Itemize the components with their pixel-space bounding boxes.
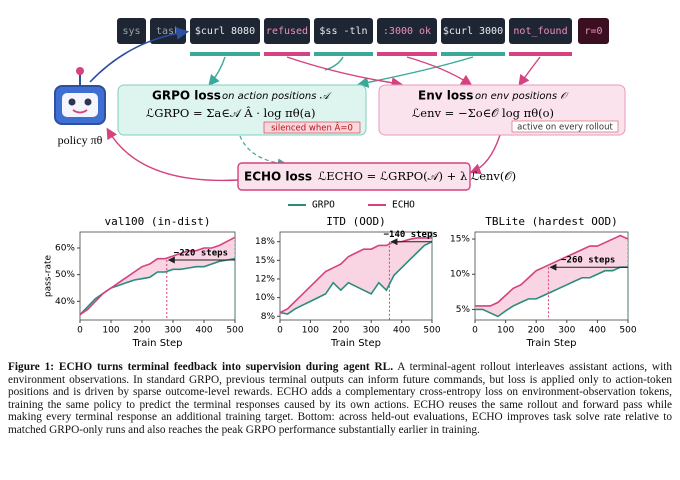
x-axis-label: Train Step bbox=[526, 338, 577, 349]
formula: ℒECHO = ℒGRPO(𝒜) + λ ℒenv(𝒪) bbox=[318, 169, 516, 183]
y-tick-label: 60% bbox=[55, 244, 75, 254]
arrows bbox=[89, 27, 541, 182]
token: task bbox=[156, 26, 180, 37]
caption-text: A terminal-agent rollout interleaves ass… bbox=[8, 361, 673, 436]
box-subtitle: on action positions 𝒜 bbox=[222, 91, 333, 102]
robot-icon bbox=[54, 67, 106, 125]
token: refused bbox=[266, 26, 308, 37]
x-tick-label: 300 bbox=[558, 326, 575, 336]
x-tick-label: 400 bbox=[393, 326, 410, 336]
y-tick-label: 15% bbox=[450, 235, 470, 245]
caption-title: ECHO turns terminal feedback into superv… bbox=[58, 361, 394, 373]
x-axis-label: Train Step bbox=[132, 338, 183, 349]
caption-label: Figure 1: bbox=[8, 361, 55, 373]
x-tick-label: 300 bbox=[164, 326, 181, 336]
x-tick-label: 0 bbox=[77, 326, 83, 336]
y-tick-label: 50% bbox=[55, 270, 75, 280]
x-tick-label: 300 bbox=[363, 326, 380, 336]
note-badge bbox=[263, 121, 361, 134]
gap-fill bbox=[280, 237, 432, 315]
token: $curl 8080 bbox=[195, 26, 255, 37]
y-axis-label: pass-rate bbox=[44, 254, 54, 297]
x-axis-label: Train Step bbox=[330, 338, 381, 349]
x-tick-label: 400 bbox=[589, 326, 606, 336]
x-tick-label: 0 bbox=[277, 326, 283, 336]
charts: val100 (in-dist) 0 100 200 300 400 500 40% 50% 60… bbox=[44, 200, 637, 350]
box-title: Env loss bbox=[418, 89, 473, 103]
legend-label: GRPO bbox=[312, 200, 335, 211]
series-line bbox=[279, 237, 432, 314]
box-note: active on every rollout bbox=[517, 123, 613, 133]
token: $ss -tln bbox=[319, 26, 367, 37]
series-line bbox=[475, 266, 628, 318]
token: not_found bbox=[513, 26, 567, 37]
x-tick-label: 500 bbox=[619, 326, 636, 336]
token: :3000 ok bbox=[383, 26, 431, 37]
y-tick-label: 40% bbox=[55, 297, 75, 307]
chart-title: ITD (OOD) bbox=[326, 215, 386, 228]
chart-title: val100 (in-dist) bbox=[105, 215, 211, 228]
token-strip: sys task $curl 8080 refused $ss -tln :30… bbox=[117, 18, 609, 56]
gap-fill bbox=[80, 237, 235, 315]
token: r=0 bbox=[584, 26, 602, 37]
box-subtitle: on env positions 𝒪 bbox=[475, 91, 569, 102]
token: sys bbox=[122, 26, 140, 37]
annotation: −260 steps bbox=[561, 256, 615, 266]
legend-label: ECHO bbox=[392, 200, 415, 211]
box-title: GRPO loss bbox=[152, 89, 221, 103]
y-tick-label: 8% bbox=[261, 312, 276, 322]
x-tick-label: 400 bbox=[195, 326, 212, 336]
caption: Figure 1: ECHO turns terminal feedback i… bbox=[8, 361, 672, 437]
x-tick-label: 200 bbox=[332, 326, 349, 336]
chart-title: TBLite (hardest OOD) bbox=[485, 215, 617, 228]
y-tick-label: 15% bbox=[255, 256, 275, 266]
box-note: silenced when Â=0 bbox=[271, 122, 353, 134]
y-tick-label: 5% bbox=[456, 305, 471, 315]
gap-fill bbox=[475, 235, 628, 317]
formula: ℒGRPO = Σa∈𝒜 Â · log πθ(a) bbox=[146, 106, 315, 120]
series-line bbox=[279, 240, 433, 315]
x-tick-label: 200 bbox=[528, 326, 545, 336]
annotation: −220 steps bbox=[174, 249, 228, 259]
series-line bbox=[475, 234, 629, 307]
x-tick-label: 500 bbox=[226, 326, 243, 336]
x-tick-label: 100 bbox=[497, 326, 514, 336]
y-tick-label: 18% bbox=[255, 237, 275, 247]
plot-frame bbox=[79, 231, 236, 321]
echo-box bbox=[237, 162, 471, 191]
note-badge bbox=[511, 120, 619, 133]
y-tick-label: 10% bbox=[255, 293, 275, 303]
formula: ℒenv = −Σo∈𝒪 log πθ(o) bbox=[412, 106, 554, 120]
series-line bbox=[79, 236, 236, 316]
y-tick-label: 10% bbox=[450, 270, 470, 280]
policy-label: policy πθ bbox=[58, 133, 103, 147]
x-tick-label: 0 bbox=[472, 326, 478, 336]
box-title: ECHO loss bbox=[244, 170, 312, 184]
x-tick-label: 100 bbox=[102, 326, 119, 336]
x-tick-label: 500 bbox=[423, 326, 440, 336]
figure: sys task $curl 8080 refused $ss -tln :30… bbox=[44, 18, 637, 350]
token: $curl 3000 bbox=[443, 26, 503, 37]
x-tick-label: 200 bbox=[133, 326, 150, 336]
x-tick-label: 100 bbox=[302, 326, 319, 336]
annotation: −140 steps bbox=[384, 230, 438, 240]
y-tick-label: 12% bbox=[255, 274, 275, 284]
